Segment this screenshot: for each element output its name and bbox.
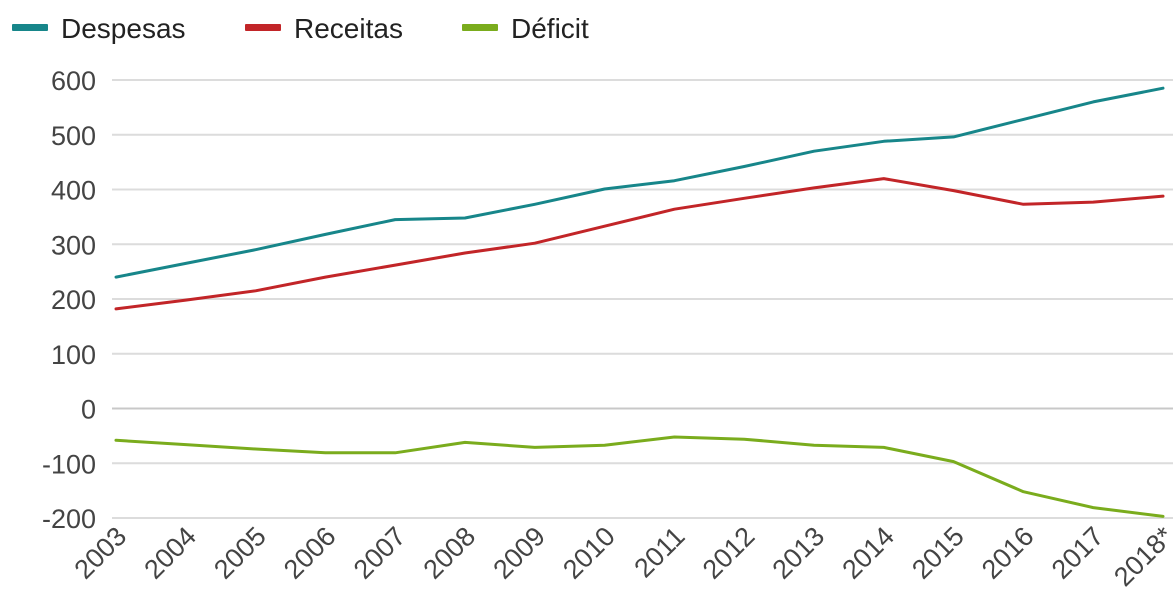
x-tick-label-1: 2004 bbox=[138, 521, 202, 585]
y-tick-label-7: -100 bbox=[42, 449, 96, 479]
x-tick-label-9: 2012 bbox=[697, 521, 761, 585]
legend-label-1: Receitas bbox=[294, 13, 403, 44]
x-tick-label-8: 2011 bbox=[628, 521, 690, 583]
series-lines bbox=[114, 86, 1165, 518]
series-line-1 bbox=[114, 177, 1165, 311]
x-tick-label-10: 2013 bbox=[767, 521, 831, 585]
legend-swatch-1 bbox=[245, 24, 281, 31]
y-tick-label-3: 300 bbox=[51, 230, 96, 260]
legend-label-0: Despesas bbox=[61, 13, 186, 44]
series-line-2 bbox=[114, 435, 1165, 518]
x-tick-label-11: 2014 bbox=[836, 521, 900, 585]
legend-label-2: Déficit bbox=[511, 13, 589, 44]
x-tick-label-13: 2016 bbox=[976, 521, 1040, 585]
x-tick-label-14: 2017 bbox=[1046, 521, 1110, 585]
y-tick-label-1: 500 bbox=[51, 121, 96, 151]
y-tick-label-6: 0 bbox=[81, 395, 96, 425]
series-line-0 bbox=[114, 86, 1165, 279]
y-tick-label-5: 100 bbox=[51, 340, 96, 370]
x-tick-label-15: 2018* bbox=[1108, 521, 1174, 592]
x-tick-label-5: 2008 bbox=[418, 521, 482, 585]
x-tick-label-6: 2009 bbox=[487, 521, 551, 585]
legend-swatch-2 bbox=[462, 24, 498, 31]
x-tick-label-2: 2005 bbox=[208, 521, 272, 585]
x-axis-ticks: 2003 2004 2005 2006 2007 2008 2009 2010 2011 2012… bbox=[69, 521, 1174, 592]
x-tick-label-4: 2007 bbox=[348, 521, 412, 585]
legend-swatch-0 bbox=[12, 24, 48, 31]
x-tick-label-7: 2010 bbox=[557, 521, 621, 585]
y-tick-label-8: -200 bbox=[42, 504, 96, 534]
y-tick-label-2: 400 bbox=[51, 176, 96, 206]
x-tick-label-3: 2006 bbox=[278, 521, 342, 585]
x-tick-label-12: 2015 bbox=[906, 521, 970, 585]
legend: Despesas Receitas Déficit bbox=[12, 13, 589, 44]
y-tick-label-0: 600 bbox=[51, 66, 96, 96]
y-axis-ticks: 600 500 400 300 200 100 0 -100 -200 bbox=[42, 66, 96, 534]
gridlines bbox=[112, 79, 1173, 519]
y-tick-label-4: 200 bbox=[51, 285, 96, 315]
